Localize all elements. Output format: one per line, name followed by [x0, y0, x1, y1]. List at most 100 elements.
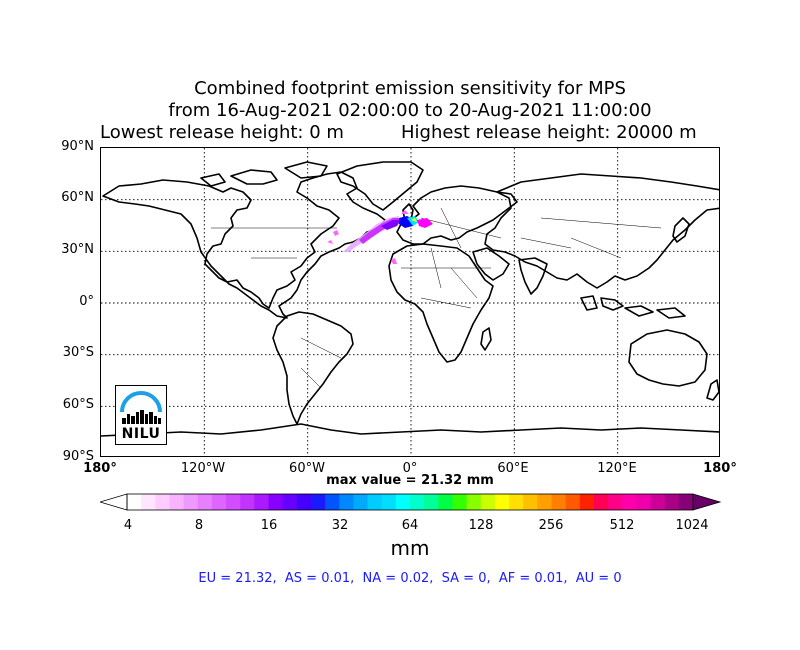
regional-stats: EU = 21.32, AS = 0.01, NA = 0.02, SA = 0… [198, 571, 622, 586]
lat-label-90s: 90°S [62, 449, 94, 464]
coastlines [101, 161, 719, 437]
arctic-islands [200, 161, 328, 187]
colorbar-cell [523, 494, 538, 510]
colorbar-cell [254, 494, 269, 510]
colorbar-cell [664, 494, 680, 510]
nilu-logo-skyline [122, 410, 161, 424]
highest-release-height: Highest release height: 20000 m [401, 122, 697, 143]
greenland-coast [336, 161, 424, 211]
colorbar-cell [622, 494, 637, 510]
asia-coast [484, 173, 719, 289]
colorbar-cell [650, 494, 666, 510]
world-map [100, 147, 720, 457]
colorbar-tick-128: 128 [468, 518, 494, 533]
colorbar-extend-high [692, 493, 722, 511]
colorbar-cell [211, 494, 227, 510]
lowest-release-height: Lowest release height: 0 m [100, 122, 344, 143]
colorbar-cell [353, 494, 368, 510]
colorbar-extend-low [100, 493, 128, 511]
map-canvas [101, 148, 719, 456]
lon-label-60e: 60°E [497, 461, 529, 476]
colorbar-outline [126, 493, 694, 511]
colorbar-cell [579, 494, 595, 510]
lon-label-120e: 120°E [597, 461, 637, 476]
colorbar-cell [155, 494, 170, 510]
colorbar-cell [381, 494, 397, 510]
colorbar-tick-4: 4 [123, 518, 133, 533]
nilu-logo: NILU [115, 385, 167, 445]
colorbar-tick-512: 512 [609, 518, 635, 533]
max-value-label: max value = 21.32 mm [326, 473, 494, 488]
colorbar-cell [282, 494, 298, 510]
emission-plume [327, 210, 433, 264]
colorbar-cell [183, 494, 199, 510]
title-line-2: from 16-Aug-2021 02:00:00 to 20-Aug-2021… [168, 100, 652, 121]
colorbar-cell [169, 494, 184, 510]
lon-label-60w: 60°W [289, 461, 325, 476]
colorbar-tick-32: 32 [331, 518, 349, 533]
colorbar-cell [494, 494, 510, 510]
se-asia-islands [580, 295, 686, 319]
colorbar-tick-1024: 1024 [675, 518, 709, 533]
lat-label-30s: 30°S [62, 345, 94, 360]
india-coast [518, 257, 548, 295]
lon-label-180w: 180° [83, 461, 117, 476]
lat-label-0: 0° [79, 294, 94, 309]
colorbar-cell [325, 494, 340, 510]
colorbar-cell [509, 494, 524, 510]
lat-label-90n: 90°N [61, 139, 94, 154]
colorbar-cell [608, 494, 623, 510]
colorbar-cell [452, 494, 467, 510]
new-zealand-coast [706, 379, 719, 401]
colorbar-cell [480, 494, 496, 510]
plume-peak-yellow [411, 218, 417, 222]
colorbar-cell [226, 494, 241, 510]
plume-peak [407, 216, 419, 226]
antarctica-coast [101, 423, 719, 437]
colorbar-cell [593, 494, 609, 510]
title-line-1: Combined footprint emission sensitivity … [194, 78, 626, 99]
plume-east [417, 218, 433, 228]
colorbar-tick-64: 64 [401, 518, 419, 533]
colorbar-cell [395, 494, 411, 510]
lat-label-60s: 60°S [62, 397, 94, 412]
lat-label-60n: 60°N [61, 190, 94, 205]
colorbar [100, 493, 722, 511]
lon-label-120w: 120°W [180, 461, 226, 476]
nilu-logo-arc [120, 391, 162, 413]
lon-label-0: 0° [402, 461, 418, 476]
colorbar-cell [438, 494, 453, 510]
colorbar-cell [268, 494, 284, 510]
colorbar-tick-8: 8 [194, 518, 204, 533]
europe-coast [396, 185, 518, 245]
colorbar-cells [127, 494, 694, 510]
colorbar-cell [127, 494, 142, 510]
colorbar-cell [310, 494, 326, 510]
australia-coast [628, 329, 708, 387]
colorbar-cell [466, 494, 482, 510]
colorbar-cell [424, 494, 439, 510]
colorbar-tick-16: 16 [260, 518, 278, 533]
arabia-coast [472, 247, 510, 281]
africa-coast [388, 243, 494, 363]
colorbar-cell [240, 494, 255, 510]
lon-label-180e: 180° [703, 461, 737, 476]
colorbar-cell [636, 494, 651, 510]
colorbar-cell [367, 494, 383, 510]
colorbar-cell [537, 494, 552, 510]
nilu-logo-text: NILU [121, 426, 161, 442]
colorbar-cell [197, 494, 213, 510]
colorbar-tick-256: 256 [538, 518, 564, 533]
plume-core-west [381, 220, 401, 230]
graticule [101, 148, 719, 456]
lat-label-30n: 30°N [61, 242, 94, 257]
colorbar-unit: mm [390, 536, 430, 560]
colorbar-cell [339, 494, 354, 510]
north-america-coast [102, 171, 386, 319]
nilu-logo-graphic [120, 391, 162, 424]
colorbar-cell [551, 494, 567, 510]
colorbar-cell [296, 494, 312, 510]
japan-coast [672, 217, 690, 243]
colorbar-cell [141, 494, 156, 510]
madagascar-coast [480, 327, 492, 351]
